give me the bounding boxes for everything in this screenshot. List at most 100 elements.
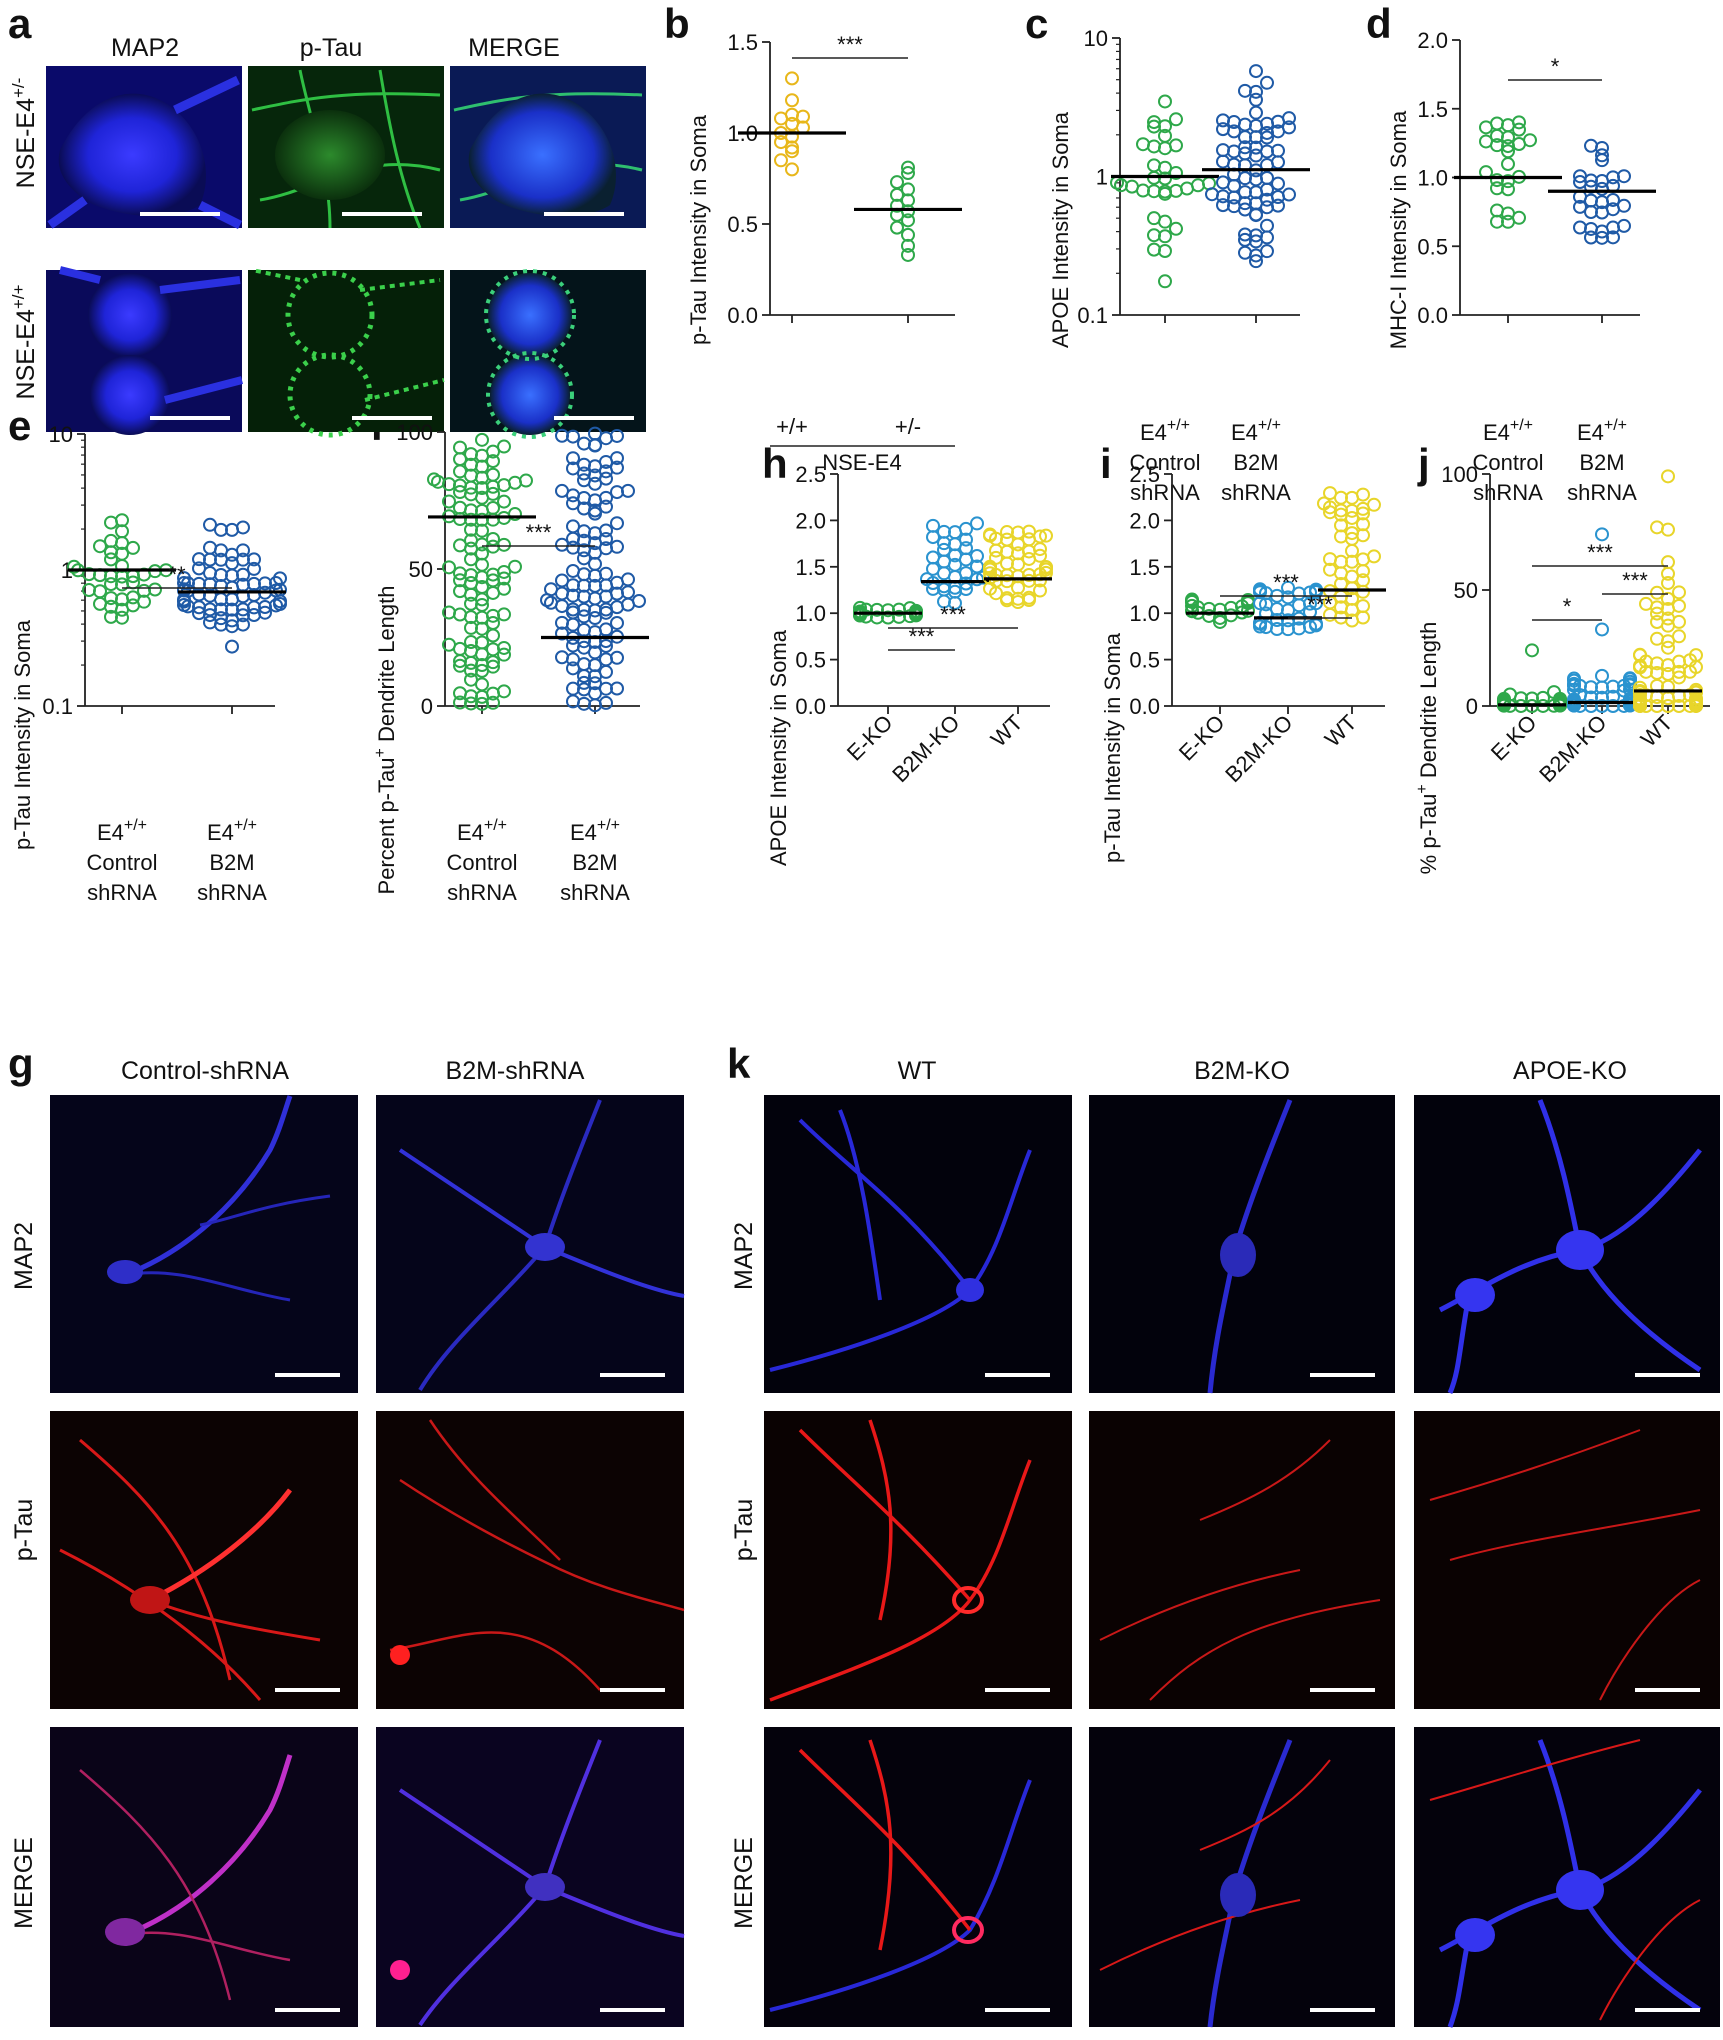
chart-f-point xyxy=(621,483,635,498)
chart-f-point xyxy=(566,531,580,546)
micrograph-g-map2-b2m xyxy=(376,1095,685,1393)
chart-f-point xyxy=(632,593,646,608)
chart-f-point xyxy=(464,655,478,670)
chart-d-cat-shrna: shRNA xyxy=(1473,480,1543,505)
chart-j-point xyxy=(1503,687,1517,702)
chart-i-point xyxy=(1323,486,1337,501)
chart-e-ylabel: p-Tau Intensity in Soma xyxy=(10,619,35,850)
chart-f-point xyxy=(566,617,580,632)
chart-c-point xyxy=(1216,154,1230,169)
chart-e-point xyxy=(104,515,118,530)
chart-d-ytick-label: 1.5 xyxy=(1417,97,1448,122)
chart-h-point xyxy=(959,521,973,536)
chart-c-point xyxy=(1147,139,1161,154)
panel-g: Control-shRNA B2M-shRNA MAP2 p-Tau MERGE xyxy=(10,1057,685,2027)
panel-g-row-merge: MERGE xyxy=(10,1837,38,1929)
chart-f-point xyxy=(577,436,591,451)
chart-h-ytick-label: 2.5 xyxy=(795,462,826,487)
chart-d-point xyxy=(1573,199,1587,214)
chart-b-ytick-label: 1.5 xyxy=(727,30,758,55)
chart-b-point xyxy=(785,162,799,177)
chart-f-cat-group: Control xyxy=(447,850,518,875)
chart-d: MHC-I Intensity in Soma 0.0 0.5 1.0 1.5 2.0 *… xyxy=(1386,28,1656,505)
chart-e-point xyxy=(177,592,191,607)
chart-i-cat-label: E-KO xyxy=(1174,710,1230,766)
chart-f-point xyxy=(599,490,613,505)
chart-h-point xyxy=(1000,591,1014,606)
chart-f-point xyxy=(555,483,569,498)
chart-h-point xyxy=(859,602,873,617)
chart-h-point xyxy=(983,527,997,542)
chart-f-point xyxy=(555,428,569,443)
chart-e-point xyxy=(177,576,191,591)
chart-h-point xyxy=(970,549,984,564)
chart-d-point xyxy=(1617,169,1631,184)
chart-h-cat-label: E-KO xyxy=(842,710,898,766)
chart-d-cat-shrna: shRNA xyxy=(1567,480,1637,505)
chart-f-point xyxy=(486,695,500,710)
chart-e-ytick-label: 1 xyxy=(61,558,73,583)
chart-c-point xyxy=(1271,190,1285,205)
chart-d-point xyxy=(1584,138,1598,153)
chart-f-point xyxy=(453,584,467,599)
chart-b-cat-2: +/- xyxy=(895,414,921,439)
chart-b-point xyxy=(901,182,915,197)
chart-d-ylabel: MHC-I Intensity in Soma xyxy=(1386,110,1411,349)
chart-b-point xyxy=(774,153,788,168)
chart-f-cat-e4: E4+/+ xyxy=(457,817,507,845)
chart-d-cat-group: Control xyxy=(1473,450,1544,475)
chart-f-point xyxy=(599,532,613,547)
micrograph-a-merge-nse-e4-hom xyxy=(450,269,646,439)
chart-j-point xyxy=(1633,680,1647,695)
chart-c-point xyxy=(1282,111,1296,126)
chart-d-ytick-label: 1.0 xyxy=(1417,166,1448,191)
chart-d-cat-e4: E4+/+ xyxy=(1577,417,1627,445)
panel-letter-c: c xyxy=(1025,0,1048,47)
chart-f-point xyxy=(486,616,500,631)
chart-c-ylabel: APOE Intensity in Soma xyxy=(1048,111,1073,348)
chart-c-point xyxy=(1169,221,1183,236)
chart-f-point xyxy=(610,681,624,696)
chart-f-point xyxy=(442,605,456,620)
chart-j-point xyxy=(1547,685,1561,700)
chart-f-point xyxy=(427,472,441,487)
chart-c-point xyxy=(1158,274,1172,289)
chart-c-point xyxy=(1238,245,1252,260)
chart-f-point xyxy=(464,533,478,548)
panel-k: WT B2M-KO APOE-KO MAP2 p-Tau MERGE xyxy=(730,1057,1720,2028)
panel-k-col-wt: WT xyxy=(898,1057,937,1085)
chart-h-point xyxy=(1022,524,1036,539)
chart-j-point xyxy=(1525,643,1539,658)
chart-j-sig-label: * xyxy=(1563,594,1572,619)
chart-f-point xyxy=(497,647,511,662)
chart-f-point xyxy=(610,516,624,531)
chart-j-cat-label: WT xyxy=(1636,710,1678,752)
chart-c-point xyxy=(1249,254,1263,269)
chart-e-point xyxy=(203,540,217,555)
chart-e-cat-shrna: shRNA xyxy=(197,880,267,905)
chart-c-point xyxy=(1238,140,1252,155)
panel-k-row-ptau: p-Tau xyxy=(730,1499,758,1562)
chart-b-point xyxy=(901,204,915,219)
panel-g-col-b2m: B2M-shRNA xyxy=(446,1057,585,1085)
chart-c-ytick-label: 10 xyxy=(1084,26,1108,51)
chart-i-point xyxy=(1185,592,1199,607)
chart-j-point xyxy=(1661,576,1675,591)
chart-c-point xyxy=(1271,176,1285,191)
chart-f-point xyxy=(610,539,624,554)
chart-e-point xyxy=(93,539,107,554)
chart-e-point xyxy=(236,520,250,535)
chart-f-point xyxy=(599,566,613,581)
micrograph-a-ptau-nse-e4-het xyxy=(248,66,444,229)
chart-f-point xyxy=(497,684,511,699)
chart-d-point xyxy=(1523,133,1537,148)
chart-e-point xyxy=(148,582,162,597)
chart-j-ytick-label: 50 xyxy=(1454,578,1478,603)
chart-f-point xyxy=(442,560,456,575)
chart-d-point xyxy=(1501,157,1515,172)
chart-f-point xyxy=(464,620,478,635)
chart-i-ytick-label: 2.0 xyxy=(1129,508,1160,533)
chart-e-cat-group: Control xyxy=(87,850,158,875)
chart-h-point xyxy=(1022,590,1036,605)
